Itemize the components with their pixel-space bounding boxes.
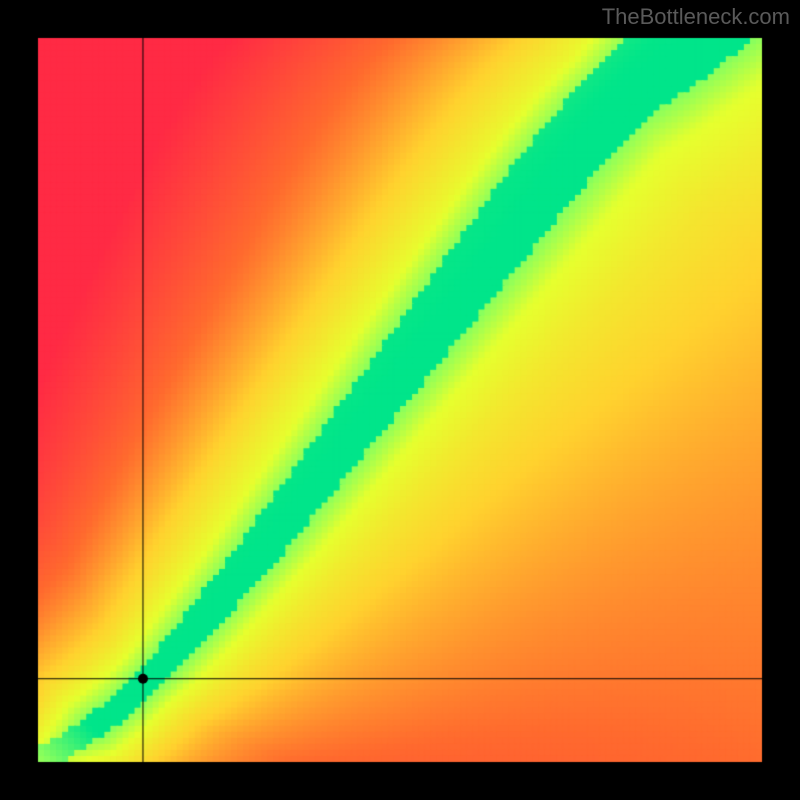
heatmap-canvas xyxy=(0,0,800,800)
watermark-text: TheBottleneck.com xyxy=(602,4,790,30)
heatmap-chart xyxy=(0,0,800,800)
